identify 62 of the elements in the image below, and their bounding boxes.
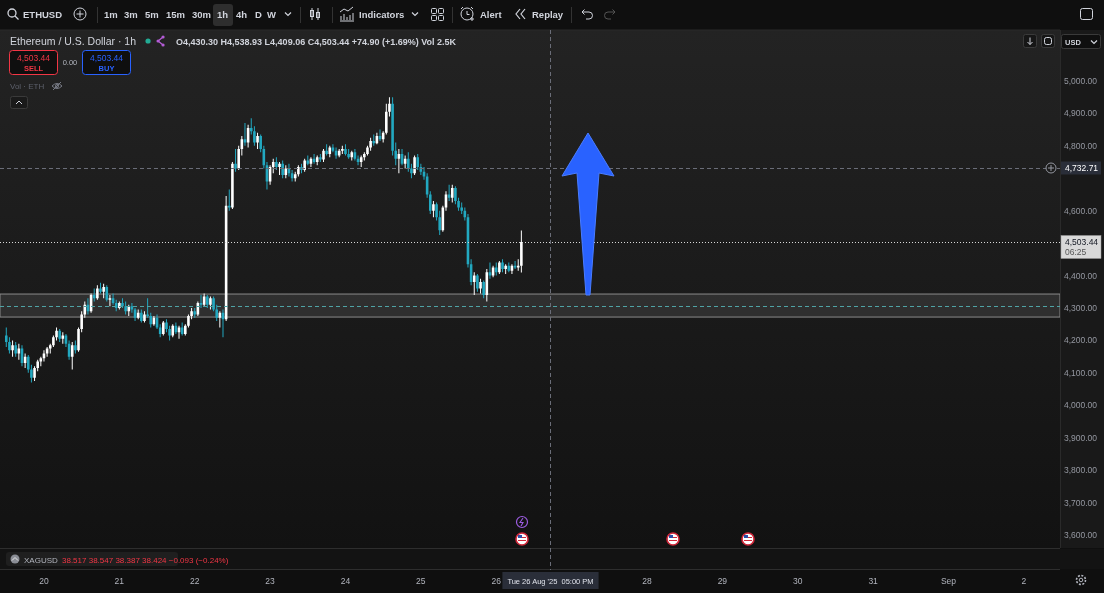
candlestick — [325, 144, 328, 156]
annotation: Vol · ETH — [10, 82, 45, 91]
x-tick-label: 24 — [340, 576, 351, 586]
candlestick — [227, 189, 231, 211]
x-tick-label: 23 — [265, 576, 276, 586]
text: 1h — [217, 9, 229, 20]
text: Replay — [532, 9, 564, 20]
y-tick-label: 3,900.00 — [1063, 432, 1098, 443]
x-tick-label: 30 — [793, 576, 803, 586]
text: D — [255, 9, 262, 20]
candlestick — [341, 145, 344, 154]
text: 30m — [192, 9, 212, 20]
y-tick-label: 4,200.00 — [1063, 335, 1098, 346]
text: Ethereum / U.S. Dollar · 1h — [10, 35, 137, 47]
x-tick-label: 28 — [642, 576, 652, 586]
x-tick-label: 25 — [416, 576, 426, 586]
annotation: 4,503.44 — [16, 53, 51, 63]
text: Alert — [480, 9, 503, 20]
text: Indicators — [359, 9, 405, 20]
x-tick-label: 20 — [39, 576, 49, 586]
y-tick-label: 5,000.00 — [1063, 75, 1098, 86]
candlestick — [234, 149, 237, 172]
candlestick — [11, 340, 14, 357]
candlestick — [143, 311, 146, 323]
ref-line-label: 4,732.71 — [1065, 163, 1099, 173]
text: XAGUSD — [24, 555, 59, 565]
y-tick-label: 4,600.00 — [1063, 205, 1098, 216]
y-tick-label: 4,100.00 — [1063, 367, 1098, 378]
text: W — [267, 9, 276, 20]
candlestick — [278, 162, 281, 175]
text: 5m — [145, 9, 159, 20]
y-tick-label: 3,600.00 — [1063, 530, 1098, 541]
candlestick — [432, 200, 435, 218]
annotation: 4,503.44 — [89, 53, 124, 63]
text: 1m — [104, 9, 118, 20]
text: O4,430.30 H4,538.93 L4,409.06 C4,503.44 +74.90 (+1.69%) Vol 2.5K — [176, 36, 457, 47]
x-tick-label: 26 — [491, 576, 502, 586]
y-tick-label: 4,900.00 — [1063, 108, 1098, 119]
x-tick-label: 29 — [717, 576, 728, 586]
candlestick — [372, 134, 376, 146]
candlestick — [256, 132, 259, 150]
candlestick — [479, 278, 482, 294]
y-tick-label: 4,000.00 — [1063, 400, 1098, 411]
y-tick-label: 4,400.00 — [1063, 270, 1098, 281]
candlestick — [344, 144, 347, 156]
y-tick-label: 3,700.00 — [1063, 497, 1098, 508]
text: ETHUSD — [23, 9, 63, 20]
candlestick — [70, 342, 74, 370]
x-tick-label: Sep — [940, 576, 957, 586]
text: 38.517 38.547 38.387 38.424 −0.093 (−0.24%) — [62, 555, 229, 565]
y-tick-label: 4,300.00 — [1063, 302, 1098, 313]
y-tick-label: 3,800.00 — [1063, 465, 1098, 476]
text: 15m — [166, 9, 186, 20]
y-tick-label: 4,800.00 — [1063, 140, 1098, 151]
x-tick-label: 22 — [189, 576, 200, 586]
ref-line-label: 4,503.44 06:25 — [1065, 237, 1099, 257]
text: 4h — [236, 9, 248, 20]
x-tick-label: 31 — [868, 576, 879, 586]
x-tick-label: 21 — [114, 576, 125, 586]
x-tick-label: 2 — [1021, 576, 1027, 586]
text: 3m — [124, 9, 138, 20]
candlestick — [306, 155, 310, 166]
